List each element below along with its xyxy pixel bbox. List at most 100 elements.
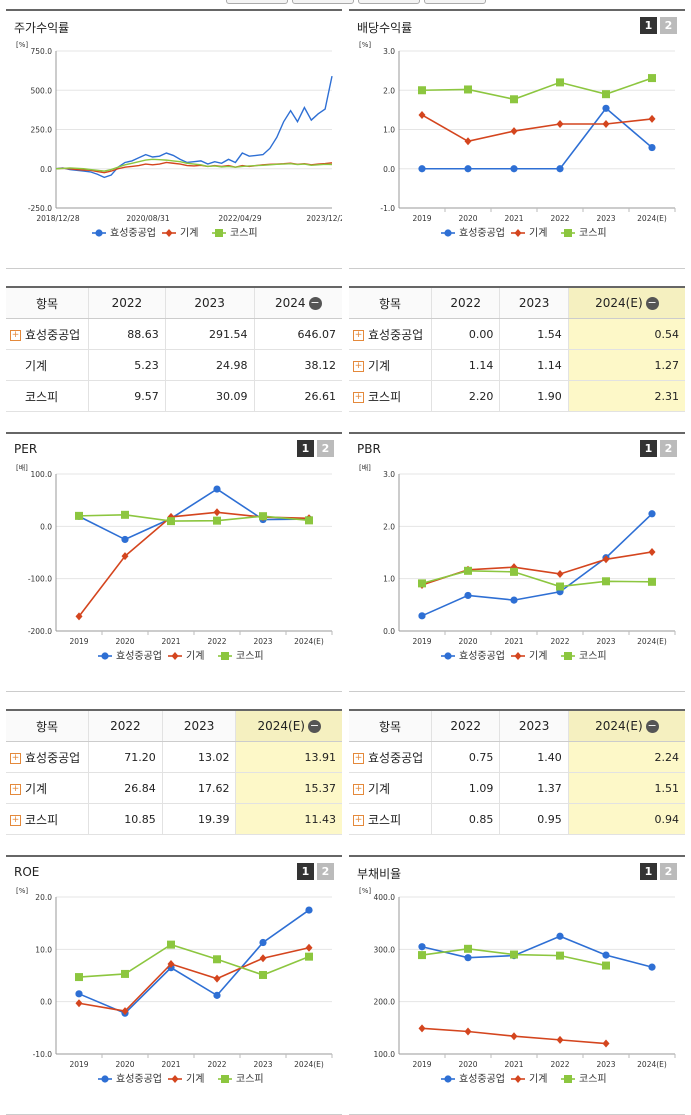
- panel-title: 부채비율: [357, 867, 402, 881]
- series-line: [78, 488, 310, 541]
- toggle-2-button[interactable]: 2: [660, 440, 677, 457]
- data-point: [121, 1007, 129, 1016]
- collapse-icon[interactable]: −: [645, 296, 659, 310]
- data-point: [213, 955, 221, 964]
- row-name[interactable]: + 코스피: [6, 803, 89, 835]
- legend-marker: [221, 1075, 229, 1083]
- x-tick-label: 2024(E): [637, 637, 667, 646]
- toggle-1-button[interactable]: 1: [640, 440, 657, 457]
- y-tick-label: -10.0: [33, 1050, 53, 1059]
- debt-ratio-panel: 부채비율 1 2 [%] 400.0 300.0 200.0 100.0 2019 2020…: [349, 855, 685, 1115]
- x-tick-label: 2022: [550, 637, 569, 646]
- row-name[interactable]: + 효성중공업: [6, 741, 89, 773]
- legend-label: 코스피: [236, 1073, 264, 1085]
- data-point: [464, 137, 472, 146]
- cell: 0.94: [568, 803, 685, 835]
- col-header-2024e[interactable]: 2024(E) −: [568, 710, 685, 742]
- cell: 1.09: [431, 772, 501, 804]
- cell: 1.37: [499, 772, 569, 804]
- y-tick-label: 400.0: [374, 893, 396, 902]
- row-name[interactable]: + 기계: [349, 349, 432, 381]
- col-header: 2023: [165, 287, 255, 319]
- col-header-2024e[interactable]: 2024(E) −: [235, 710, 342, 742]
- data-point: [418, 165, 426, 173]
- series-line: [421, 114, 653, 143]
- x-tick-label: 2023/12/28: [306, 214, 342, 223]
- cell: 1.27: [568, 349, 685, 381]
- data-point: [556, 569, 564, 578]
- cell: 88.63: [88, 318, 166, 350]
- collapse-icon[interactable]: −: [307, 719, 321, 733]
- plus-box-icon[interactable]: +: [353, 360, 364, 372]
- x-tick-label: 2019: [412, 1060, 431, 1069]
- row-name[interactable]: + 효성중공업: [349, 741, 432, 773]
- toggle-2-button[interactable]: 2: [660, 17, 677, 34]
- row-name[interactable]: + 효성중공업: [349, 318, 432, 350]
- row-name[interactable]: + 효성중공업: [6, 318, 89, 350]
- col-header-2024e[interactable]: 2024(E) −: [568, 287, 685, 319]
- row-name[interactable]: + 기계: [349, 772, 432, 804]
- row-name[interactable]: + 기계: [6, 772, 89, 804]
- toolbar-button[interactable]: [424, 0, 486, 4]
- plus-box-icon[interactable]: +: [10, 814, 21, 826]
- x-tick-label: 2020: [458, 637, 477, 646]
- panel-title: 주가수익률: [14, 21, 70, 35]
- row-name[interactable]: + 코스피: [349, 803, 432, 835]
- data-point: [418, 1024, 426, 1033]
- toggle-2-button[interactable]: 2: [660, 863, 677, 880]
- toggle-1-button[interactable]: 1: [297, 863, 314, 880]
- toolbar-button[interactable]: [292, 0, 354, 4]
- toggle-1-button[interactable]: 1: [640, 863, 657, 880]
- data-point: [167, 959, 175, 968]
- toggle-2-button[interactable]: 2: [317, 863, 334, 880]
- col-header: 2022: [431, 287, 501, 319]
- data-point: [75, 511, 83, 520]
- table-row: + 효성중공업 0.75 1.40 2.24: [349, 741, 685, 773]
- plus-box-icon[interactable]: +: [353, 329, 364, 341]
- collapse-icon[interactable]: −: [645, 719, 659, 733]
- data-point: [510, 95, 518, 104]
- x-tick-label: 2022: [207, 637, 226, 646]
- data-point: [167, 517, 175, 526]
- legend-marker: [171, 1075, 179, 1083]
- row-name: 코스피: [6, 380, 89, 412]
- plus-box-icon[interactable]: +: [10, 783, 21, 795]
- col-header-2024[interactable]: 2024−: [254, 287, 342, 319]
- data-point: [464, 165, 472, 173]
- series-line: [78, 909, 310, 1015]
- data-point: [602, 961, 610, 970]
- data-point: [510, 1032, 518, 1041]
- cell: 1.90: [499, 380, 569, 412]
- row-name[interactable]: + 코스피: [349, 380, 432, 412]
- table-row: + 효성중공업 71.20 13.02 13.91: [6, 741, 342, 773]
- x-tick-label: 2023: [596, 1060, 615, 1069]
- legend-marker: [95, 229, 103, 237]
- x-tick-label: 2020/08/31: [126, 214, 169, 223]
- data-point: [648, 510, 656, 518]
- cell: 19.39: [162, 803, 237, 835]
- cell: 9.57: [88, 380, 166, 412]
- toggle-1-button[interactable]: 1: [297, 440, 314, 457]
- legend-marker: [165, 229, 173, 237]
- plus-box-icon[interactable]: +: [10, 329, 21, 341]
- data-point: [75, 999, 83, 1008]
- data-point: [418, 579, 426, 588]
- plus-box-icon[interactable]: +: [353, 783, 364, 795]
- data-point: [75, 990, 83, 998]
- unit-label: [%]: [16, 41, 28, 49]
- series-line: [78, 511, 310, 617]
- plus-box-icon[interactable]: +: [353, 814, 364, 826]
- col-header-label: 2024: [274, 296, 306, 310]
- plus-box-icon[interactable]: +: [10, 752, 21, 764]
- collapse-icon[interactable]: −: [308, 296, 322, 310]
- toggle-2-button[interactable]: 2: [317, 440, 334, 457]
- plus-box-icon[interactable]: +: [353, 391, 364, 403]
- plus-box-icon[interactable]: +: [353, 752, 364, 764]
- col-header: 항목: [349, 287, 432, 319]
- y-tick-label: 0.0: [383, 627, 395, 636]
- toolbar-button[interactable]: [226, 0, 288, 4]
- series-line: [422, 107, 653, 170]
- stock-return-panel: 주가수익률 [%] 750.0 500.0 250.0 0.0 -250.0 2018/12…: [6, 9, 342, 269]
- toolbar-button[interactable]: [358, 0, 420, 4]
- toggle-1-button[interactable]: 1: [640, 17, 657, 34]
